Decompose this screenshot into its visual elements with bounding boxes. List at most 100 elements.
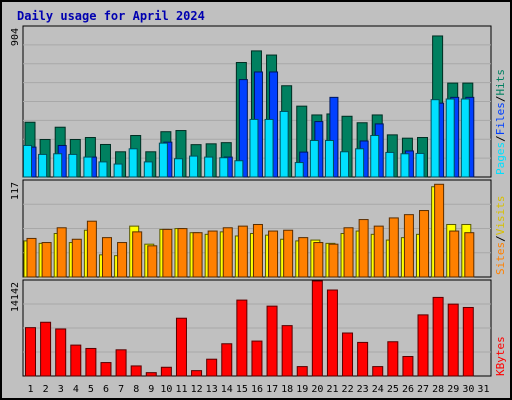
bar-sites-16 [252, 223, 263, 278]
bar-kbytes-8 [130, 365, 142, 377]
bar-sites-6 [101, 237, 112, 278]
bar-pages-9 [143, 161, 153, 178]
bar-kbytes-18 [281, 325, 293, 377]
bar-sites-30 [464, 232, 475, 278]
x-tick-label: 10 [160, 384, 172, 395]
bar-pages-27 [415, 152, 425, 178]
bar-kbytes-23 [357, 341, 369, 377]
bar-kbytes-21 [326, 289, 338, 377]
x-tick-label: 22 [342, 384, 354, 395]
bar-sites-15 [237, 225, 248, 278]
bar-pages-21 [324, 139, 334, 178]
bar-pages-24 [370, 135, 380, 178]
x-tick-label: 26 [402, 384, 414, 395]
bar-kbytes-24 [372, 366, 384, 377]
legend-hits-label: Hits [494, 69, 507, 96]
x-tick-label: 19 [296, 384, 308, 395]
x-tick-label: 23 [357, 384, 369, 395]
bar-sites-4 [71, 238, 82, 278]
x-tick-label: 7 [118, 384, 124, 395]
bar-kbytes-19 [296, 366, 308, 377]
legend-visits-sites: Sites/Visits [494, 196, 507, 276]
legend-sep: / [494, 96, 507, 103]
bar-sites-27 [419, 210, 430, 278]
bar-pages-1 [23, 144, 32, 178]
bar-pages-17 [264, 118, 274, 178]
ymax-label-kbytes: 14142 [10, 282, 21, 312]
bar-kbytes-30 [462, 306, 474, 377]
bar-sites-12 [192, 232, 203, 278]
bar-kbytes-12 [191, 370, 203, 377]
bar-sites-7 [117, 242, 128, 278]
bar-sites-20 [313, 242, 324, 278]
bar-sites-22 [343, 227, 354, 278]
x-tick-label: 28 [432, 384, 444, 395]
bar-pages-23 [355, 148, 365, 178]
bar-sites-26 [403, 214, 414, 278]
x-tick-label: 17 [266, 384, 278, 395]
bar-sites-9 [147, 245, 158, 278]
bar-pages-6 [98, 161, 108, 178]
bar-sites-21 [328, 243, 339, 278]
bar-pages-16 [249, 118, 259, 178]
bar-kbytes-1 [25, 327, 36, 377]
bar-kbytes-11 [175, 317, 187, 377]
bar-pages-19 [294, 162, 304, 178]
x-tick-label: 9 [148, 384, 154, 395]
legend-hits-files-pages: Pages/Files/Hits [494, 69, 507, 175]
bar-kbytes-28 [432, 296, 444, 377]
bar-pages-25 [385, 151, 395, 178]
legend-visits-label: Visits [494, 196, 507, 236]
bar-sites-5 [86, 220, 97, 278]
bar-pages-22 [340, 151, 350, 178]
legend-kbytes-label: KBytes [494, 336, 507, 376]
legend-sep: / [494, 235, 507, 242]
ymax-label-hits-files-pages: 904 [10, 28, 21, 46]
bar-sites-19 [298, 237, 309, 278]
ymax-label-visits-sites: 117 [10, 182, 21, 200]
x-tick-label: 18 [281, 384, 293, 395]
x-tick-label: 14 [221, 384, 233, 395]
x-tick-label: 2 [43, 384, 49, 395]
bar-kbytes-10 [160, 366, 172, 377]
legend-sites-label: Sites [494, 242, 507, 275]
bar-pages-2 [38, 153, 48, 178]
bar-kbytes-15 [236, 299, 248, 377]
bar-pages-15 [234, 160, 244, 178]
legend-pages-label: Pages [494, 142, 507, 175]
x-tick-label: 25 [387, 384, 399, 395]
bar-kbytes-14 [221, 343, 233, 377]
bar-sites-23 [358, 219, 369, 278]
legend-files-label: Files [494, 102, 507, 135]
x-tick-label: 3 [58, 384, 64, 395]
x-tick-label: 16 [251, 384, 263, 395]
bar-sites-29 [449, 230, 460, 278]
bar-pages-10 [158, 142, 168, 178]
bar-sites-25 [388, 217, 399, 278]
x-tick-label: 11 [175, 384, 187, 395]
bar-sites-2 [41, 242, 52, 278]
bar-kbytes-26 [402, 356, 414, 377]
x-tick-label: 5 [88, 384, 94, 395]
bar-pages-8 [128, 148, 138, 178]
bar-pages-3 [53, 153, 63, 178]
bar-kbytes-13 [206, 358, 218, 377]
bar-kbytes-5 [85, 347, 97, 377]
bar-sites-28 [434, 183, 445, 278]
bar-pages-18 [279, 110, 289, 178]
bar-kbytes-17 [266, 305, 278, 377]
bar-pages-7 [113, 163, 123, 178]
bar-sites-24 [373, 225, 384, 278]
bar-sites-8 [132, 231, 143, 278]
bar-kbytes-29 [447, 303, 459, 377]
x-tick-label: 1 [28, 384, 34, 395]
bar-kbytes-16 [251, 340, 263, 377]
bar-kbytes-3 [55, 328, 67, 377]
x-tick-label: 8 [133, 384, 139, 395]
x-tick-label: 24 [372, 384, 384, 395]
bar-pages-28 [430, 99, 440, 178]
bar-pages-30 [460, 98, 470, 178]
bar-pages-14 [219, 157, 229, 178]
x-tick-label: 21 [326, 384, 338, 395]
legend-sep: / [494, 135, 507, 142]
